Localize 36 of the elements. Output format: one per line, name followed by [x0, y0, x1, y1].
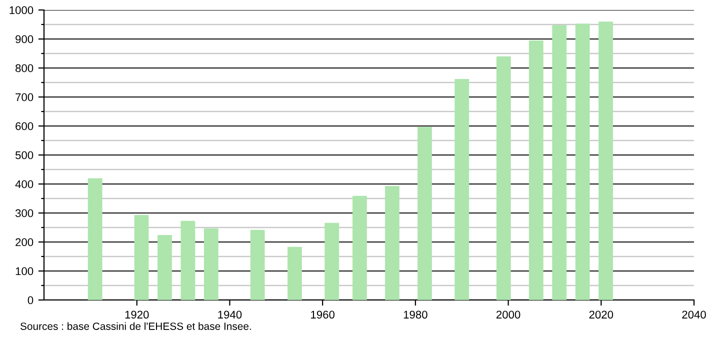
x-tick-label: 2040: [682, 310, 706, 319]
y-tick-label: 200: [16, 238, 34, 246]
bar: [134, 215, 149, 300]
bar: [496, 56, 511, 300]
bar: [528, 40, 544, 300]
x-tick-label: 1960: [311, 310, 334, 319]
y-tick-label: 0: [28, 296, 34, 304]
y-tick-label: 300: [15, 209, 34, 218]
bar: [385, 186, 400, 300]
x-tick-label: 2020: [589, 310, 614, 319]
y-tick-label: 400: [15, 180, 34, 188]
bar: [598, 22, 613, 300]
source-note: Sources : base Cassini de l'EHESS et base Insee.: [20, 322, 251, 330]
bar: [575, 24, 590, 300]
y-tick-label: 900: [16, 35, 34, 44]
bar: [88, 178, 102, 300]
y-tick-label: 500: [15, 151, 34, 160]
bar: [352, 196, 367, 300]
y-tick-label: 600: [16, 122, 34, 130]
bar: [180, 220, 196, 300]
bar: [204, 228, 218, 300]
x-tick-label: 2000: [496, 310, 520, 319]
x-tick-label: 1980: [404, 310, 428, 319]
x-tick-label: 1920: [125, 310, 149, 319]
bar: [552, 25, 567, 300]
bar: [324, 222, 340, 300]
bar: [454, 79, 470, 300]
y-tick-label: 1000: [10, 6, 34, 14]
bar: [250, 230, 265, 300]
y-tick-label: 800: [16, 64, 34, 72]
bar: [158, 235, 172, 300]
y-tick-label: 100: [16, 267, 34, 276]
bar: [288, 246, 302, 300]
y-tick-label: 700: [16, 93, 34, 102]
bar: [418, 126, 432, 300]
x-tick-label: 1940: [218, 310, 242, 319]
